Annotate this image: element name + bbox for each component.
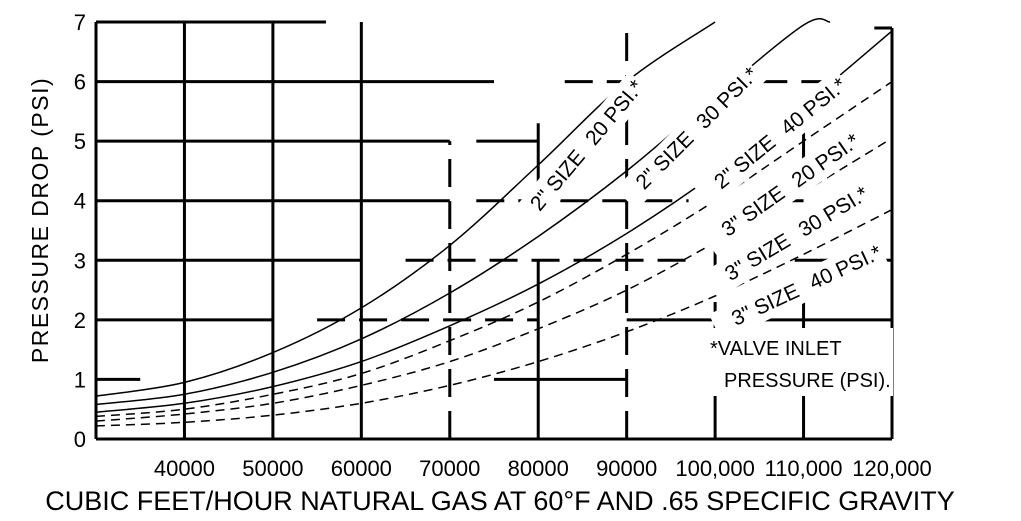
- series-curve-4: [95, 80, 893, 418]
- y-tick-label: 7: [74, 10, 86, 35]
- x-tick-label: 100,000: [675, 456, 755, 481]
- y-tick-label: 4: [74, 189, 86, 214]
- curve-label-bg: [692, 69, 855, 209]
- valve-inlet-note: *VALVE INLET PRESSURE (PSI).: [705, 328, 893, 396]
- y-tick-label: 5: [74, 129, 86, 154]
- note-line-2: PRESSURE (PSI).: [724, 370, 891, 392]
- x-tick-label: 80000: [508, 456, 569, 481]
- curve-label-bg: [699, 124, 868, 256]
- curve-label-bg: [702, 177, 876, 299]
- x-axis-ticks: 40000 50000 60000 70000 80000 90000 100,000 110…: [154, 456, 932, 481]
- x-axis-title: CUBIC FEET/HOUR NATURAL GAS AT 60°F AND …: [45, 486, 954, 516]
- y-tick-label: 0: [74, 427, 86, 452]
- x-tick-label: 60000: [331, 456, 392, 481]
- y-axis-title: PRESSURE DROP (PSI): [27, 77, 53, 363]
- series-curve-1: [95, 21, 716, 397]
- x-tick-label: 70000: [419, 456, 480, 481]
- y-tick-label: 2: [74, 308, 86, 333]
- curve-label-bg: [615, 58, 767, 210]
- y-tick-label: 3: [74, 248, 86, 273]
- y-tick-label: 6: [74, 70, 86, 95]
- curve-label-bg: [510, 71, 652, 233]
- x-tick-label: 40000: [154, 456, 215, 481]
- y-tick-label: 1: [74, 367, 86, 392]
- curve-label-6: 3" SIZE40 PSI.*: [708, 236, 889, 342]
- x-tick-label: 90000: [596, 456, 657, 481]
- x-tick-label: 110,000: [765, 456, 843, 481]
- y-axis-ticks: 0 1 2 3 4 5 6 7: [74, 10, 86, 452]
- note-line-1: *VALVE INLET: [710, 338, 842, 360]
- curve-label-1: 2" SIZE20 PSI.*: [510, 71, 652, 233]
- x-tick-label: 50000: [242, 456, 303, 481]
- curve-label-bg: [708, 236, 889, 342]
- x-tick-label: 120,000: [852, 456, 932, 481]
